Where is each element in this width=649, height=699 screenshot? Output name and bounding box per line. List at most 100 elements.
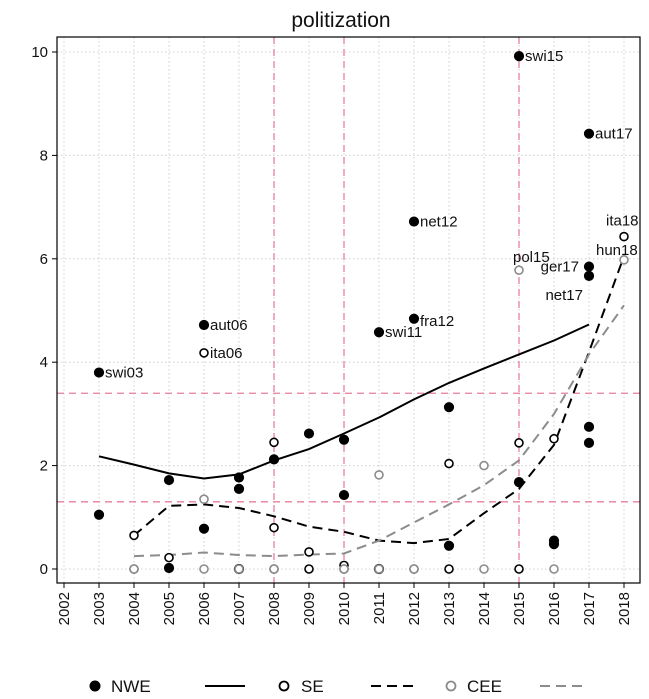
point-se [199, 348, 209, 358]
point-se [619, 231, 629, 242]
point-nwe [198, 523, 210, 534]
y-tick-label: 0 [40, 561, 48, 578]
point-label-cee: hun18 [596, 242, 638, 259]
point-nwe [583, 128, 595, 139]
y-tick-label: 6 [40, 251, 48, 268]
point-se [444, 564, 454, 574]
plot-frame [56, 36, 641, 584]
point-label-nwe: net17 [545, 287, 583, 304]
point-label-nwe: aut06 [210, 317, 248, 334]
point-cee [269, 564, 279, 574]
point-nwe [373, 327, 385, 338]
point-nwe [408, 216, 420, 227]
point-cee [374, 470, 384, 480]
reference-lines [57, 37, 640, 583]
point-se [269, 437, 279, 448]
point-nwe [513, 477, 525, 488]
x-tick-label: 2011 [371, 592, 388, 624]
point-nwe [513, 51, 525, 62]
point-nwe [93, 509, 105, 520]
x-tick-label: 2016 [546, 592, 563, 625]
legend-marker-nwe [89, 680, 101, 692]
point-nwe [548, 539, 560, 550]
point-cee [479, 564, 489, 574]
point-label-nwe: aut17 [595, 126, 633, 143]
legend-label-cee: CEE [467, 677, 502, 696]
legend-label-se: SE [301, 677, 324, 696]
point-se [304, 547, 314, 557]
point-nwe [583, 437, 595, 448]
fit-line-nwe [98, 323, 590, 480]
point-cee [619, 255, 629, 265]
point-nwe [583, 270, 595, 281]
x-tick-label: 2010 [336, 592, 353, 625]
point-label-se: ita06 [210, 345, 243, 362]
point-nwe [163, 562, 175, 574]
point-nwe [93, 367, 105, 378]
point-label-extra: ger17 [541, 259, 579, 276]
point-label-nwe: fra12 [420, 313, 454, 330]
x-tick-label: 2013 [441, 592, 458, 625]
point-nwe [583, 421, 595, 432]
point-label-cee: pol15 [513, 249, 550, 266]
x-tick-label: 2008 [266, 592, 283, 625]
point-nwe [303, 428, 315, 439]
y-tick-label: 10 [31, 44, 48, 61]
fit-lines [98, 255, 625, 558]
x-tick-label: 2003 [91, 592, 108, 625]
fit-line-cee [133, 304, 625, 558]
point-se [549, 433, 559, 444]
point-cee [374, 564, 384, 574]
x-tick-label: 2015 [511, 592, 528, 625]
point-nwe [338, 489, 350, 501]
point-cee [234, 564, 244, 574]
x-tick-label: 2014 [476, 592, 493, 625]
point-se [269, 522, 279, 533]
point-cee [549, 564, 559, 574]
y-tick-label: 2 [40, 458, 48, 475]
x-tick-label: 2018 [616, 592, 633, 625]
x-tick-label: 2009 [301, 592, 318, 625]
point-se [444, 458, 454, 469]
point-cee [514, 265, 524, 275]
point-label-nwe: swi11 [385, 324, 422, 341]
point-nwe [338, 434, 350, 445]
point-cee [199, 494, 209, 505]
point-cee [199, 564, 209, 574]
point-nwe [443, 540, 455, 551]
point-nwe [583, 261, 595, 272]
point-se [514, 438, 524, 448]
point-se [514, 564, 524, 574]
x-tick-label: 2005 [161, 592, 178, 625]
point-cee [409, 564, 419, 574]
x-tick-label: 2002 [56, 592, 73, 625]
legend-label-nwe: NWE [111, 677, 151, 696]
y-tick-label: 8 [40, 147, 48, 164]
point-nwe [443, 402, 455, 413]
point-nwe [233, 472, 245, 483]
point-nwe [198, 319, 210, 331]
chart-title: politization [291, 9, 390, 32]
point-cee [479, 460, 489, 471]
point-label-nwe: swi15 [525, 48, 563, 65]
point-nwe [233, 483, 245, 494]
legend-marker-cee [445, 680, 457, 692]
x-tick-label: 2012 [406, 592, 423, 625]
point-se [164, 552, 174, 563]
point-nwe [268, 454, 280, 465]
point-label-nwe: net12 [420, 214, 458, 231]
x-tick-label: 2004 [126, 592, 143, 625]
point-nwe [408, 313, 420, 324]
legend-marker-se [278, 680, 290, 692]
point-nwe [163, 474, 175, 486]
point-cee [339, 564, 349, 574]
point-cee [129, 564, 139, 574]
legend: NWE SE CEE [89, 677, 584, 696]
point-se [304, 564, 314, 574]
point-label-se: ita18 [606, 213, 639, 230]
point-labels: swi03 aut06 swi11 net12 fra12 swi15 aut17 net17… [105, 48, 639, 381]
x-tick-label: 2007 [231, 592, 248, 625]
y-tick-label: 4 [40, 354, 48, 371]
x-tick-label: 2017 [581, 592, 598, 625]
